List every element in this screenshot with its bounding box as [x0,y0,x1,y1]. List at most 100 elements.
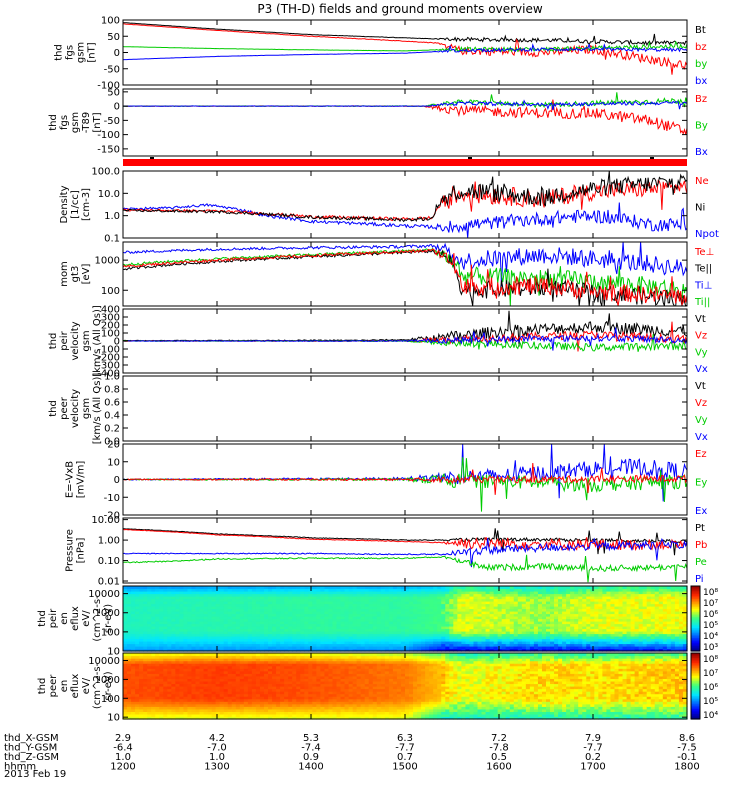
colorbar-tick: 10⁶ [703,683,718,693]
y-tick-label: 10 [107,647,120,658]
y-tick-label: 10.0 [98,189,120,200]
legend-bt: Bt [695,25,706,36]
panel-frame [122,517,688,584]
legend-ti: Ti⊥ [694,280,712,291]
legend-bz: Bz [695,94,707,105]
y-tick-label: 0.2 [104,424,120,435]
y-tick-label: 0 [114,48,120,59]
y-axis-label: thdfgsgsm[nT] [54,42,98,63]
axis-value: 1400 [298,762,323,773]
y-tick-label: 200 [101,321,120,332]
legend-bx: Bx [695,147,708,158]
legend-bx: bx [695,76,707,87]
colorbar-tick: 10⁵ [703,697,718,707]
y-axis-label: thdpeerenefluxeV/(cm^2-s-sr-eV) [37,662,114,709]
series-pi [122,537,688,568]
colorbar-tick: 10⁶ [703,610,718,620]
axis-value: 1300 [204,762,229,773]
series-npot [122,202,688,239]
axis-value: 0.2 [585,752,601,763]
y-tick-label: 400 [101,305,120,316]
y-tick-label: 10000 [88,656,120,667]
legend-pb: Pb [695,540,707,551]
y-axis-label: E=-VxB[mV/m] [65,461,87,499]
y-tick-label: 0.10 [98,556,120,567]
legend-pi: Pi [695,574,704,585]
y-tick-label: 100 [101,286,120,297]
y-tick-label: 100 [101,694,120,705]
colorbar-tick: 10⁷ [703,599,718,609]
axis-row-thd-z-gsm: thd_Z-GSM [4,752,59,763]
flag-mark [150,157,154,159]
y-tick-label: 10 [107,457,120,468]
legend-ne: Ne [695,176,709,187]
y-axis-label: Pressure[nPa] [65,529,87,572]
legend-ey: Ey [695,478,707,489]
colorbar-tick: 10⁷ [703,669,718,679]
panel-6: Vt Vz Vy Vx 1.0 0.8 0.6 0.4 0.2 0.0thdpeervelocit… [48,372,708,448]
y-tick-label: 1.00 [98,536,120,547]
axis-value: 1700 [580,762,605,773]
series-by [122,92,688,109]
panel-8: Pt Pb Pe Pi 10.00 1.00 0.10 0.01 Pressure[nPa] [65,515,708,587]
y-tick-label: -100 [97,130,120,141]
series-vx [122,327,688,351]
axis-row-thd-x-gsm: thd_X-GSM [4,733,59,744]
axis-value: -7.4 [301,743,321,754]
axis-value: 6.3 [397,733,413,744]
axis-value: 0.7 [397,752,413,763]
axis-value: -7.0 [207,743,227,754]
quality-flag-bar [123,159,687,166]
y-tick-label: 1.0 [104,211,120,222]
y-tick-label: 100 [101,16,120,27]
y-tick-label: -150 [97,144,120,155]
axis-value: -7.8 [489,743,509,754]
y-tick-label: -20 [104,511,120,522]
legend-vx: Vx [695,364,708,375]
legend-vt: Vt [695,314,706,325]
y-tick-label: 50 [107,32,120,43]
axis-value: 0.5 [491,752,507,763]
y-tick-label: 0 [114,102,120,113]
legend-vy: Vy [695,415,708,426]
colorbar-tick: 10⁸ [703,655,718,665]
y-tick-label: 100.0 [91,167,120,178]
colorbar-tick: 10³ [703,643,718,653]
axis-value: -0.1 [677,752,697,763]
axis-value: 1.0 [209,752,225,763]
series-bz [122,23,688,75]
y-axis-label: Density[1/cc][cm-3] [59,185,92,223]
series-by [122,40,688,53]
y-tick-label: 0.1 [104,234,120,245]
legend-vz: Vz [695,331,707,342]
axis-value: -7.7 [583,743,603,754]
panel-3: Ne Ni Npot 100.0 10.0 1.0 0.1 Density[1/cc][cm-… [59,167,719,245]
y-axis-label: thdfgsgsm-T89[nT] [48,112,103,134]
axis-value: 2.9 [115,733,131,744]
y-axis-label: thdpeervelocitygsm[km/s (All Qs)] [48,373,103,445]
legend-pt: Pt [695,523,705,534]
flag-mark [650,157,654,159]
axis-value: 1200 [110,762,135,773]
y-tick-label: -300 [97,361,120,372]
axis-value: 8.6 [679,733,695,744]
panel-frame [122,375,688,442]
y-tick-label: -400 [97,369,120,380]
y-tick-label: 0.4 [104,411,120,422]
y-tick-label: 10000 [88,589,120,600]
legend-te: Te|| [694,264,712,275]
y-tick-label: 100 [101,329,120,340]
series-bz [123,99,688,135]
panel-frame [122,88,688,157]
series-pt [123,528,688,556]
legend-vy: Vy [695,347,708,358]
y-tick-label: 1.0 [104,372,120,383]
legend-by: By [695,121,708,132]
y-axis-label: thdpeirenefluxeV/(cm^2-s-sr-eV) [37,595,114,642]
y-axis-label: momgt3[eV] [59,261,92,287]
y-tick-label: -200 [97,353,120,364]
colorbar-10: 10⁸ 10⁷ 10⁶ 10⁵ 10⁴ [690,652,718,721]
series-ez [122,462,688,495]
